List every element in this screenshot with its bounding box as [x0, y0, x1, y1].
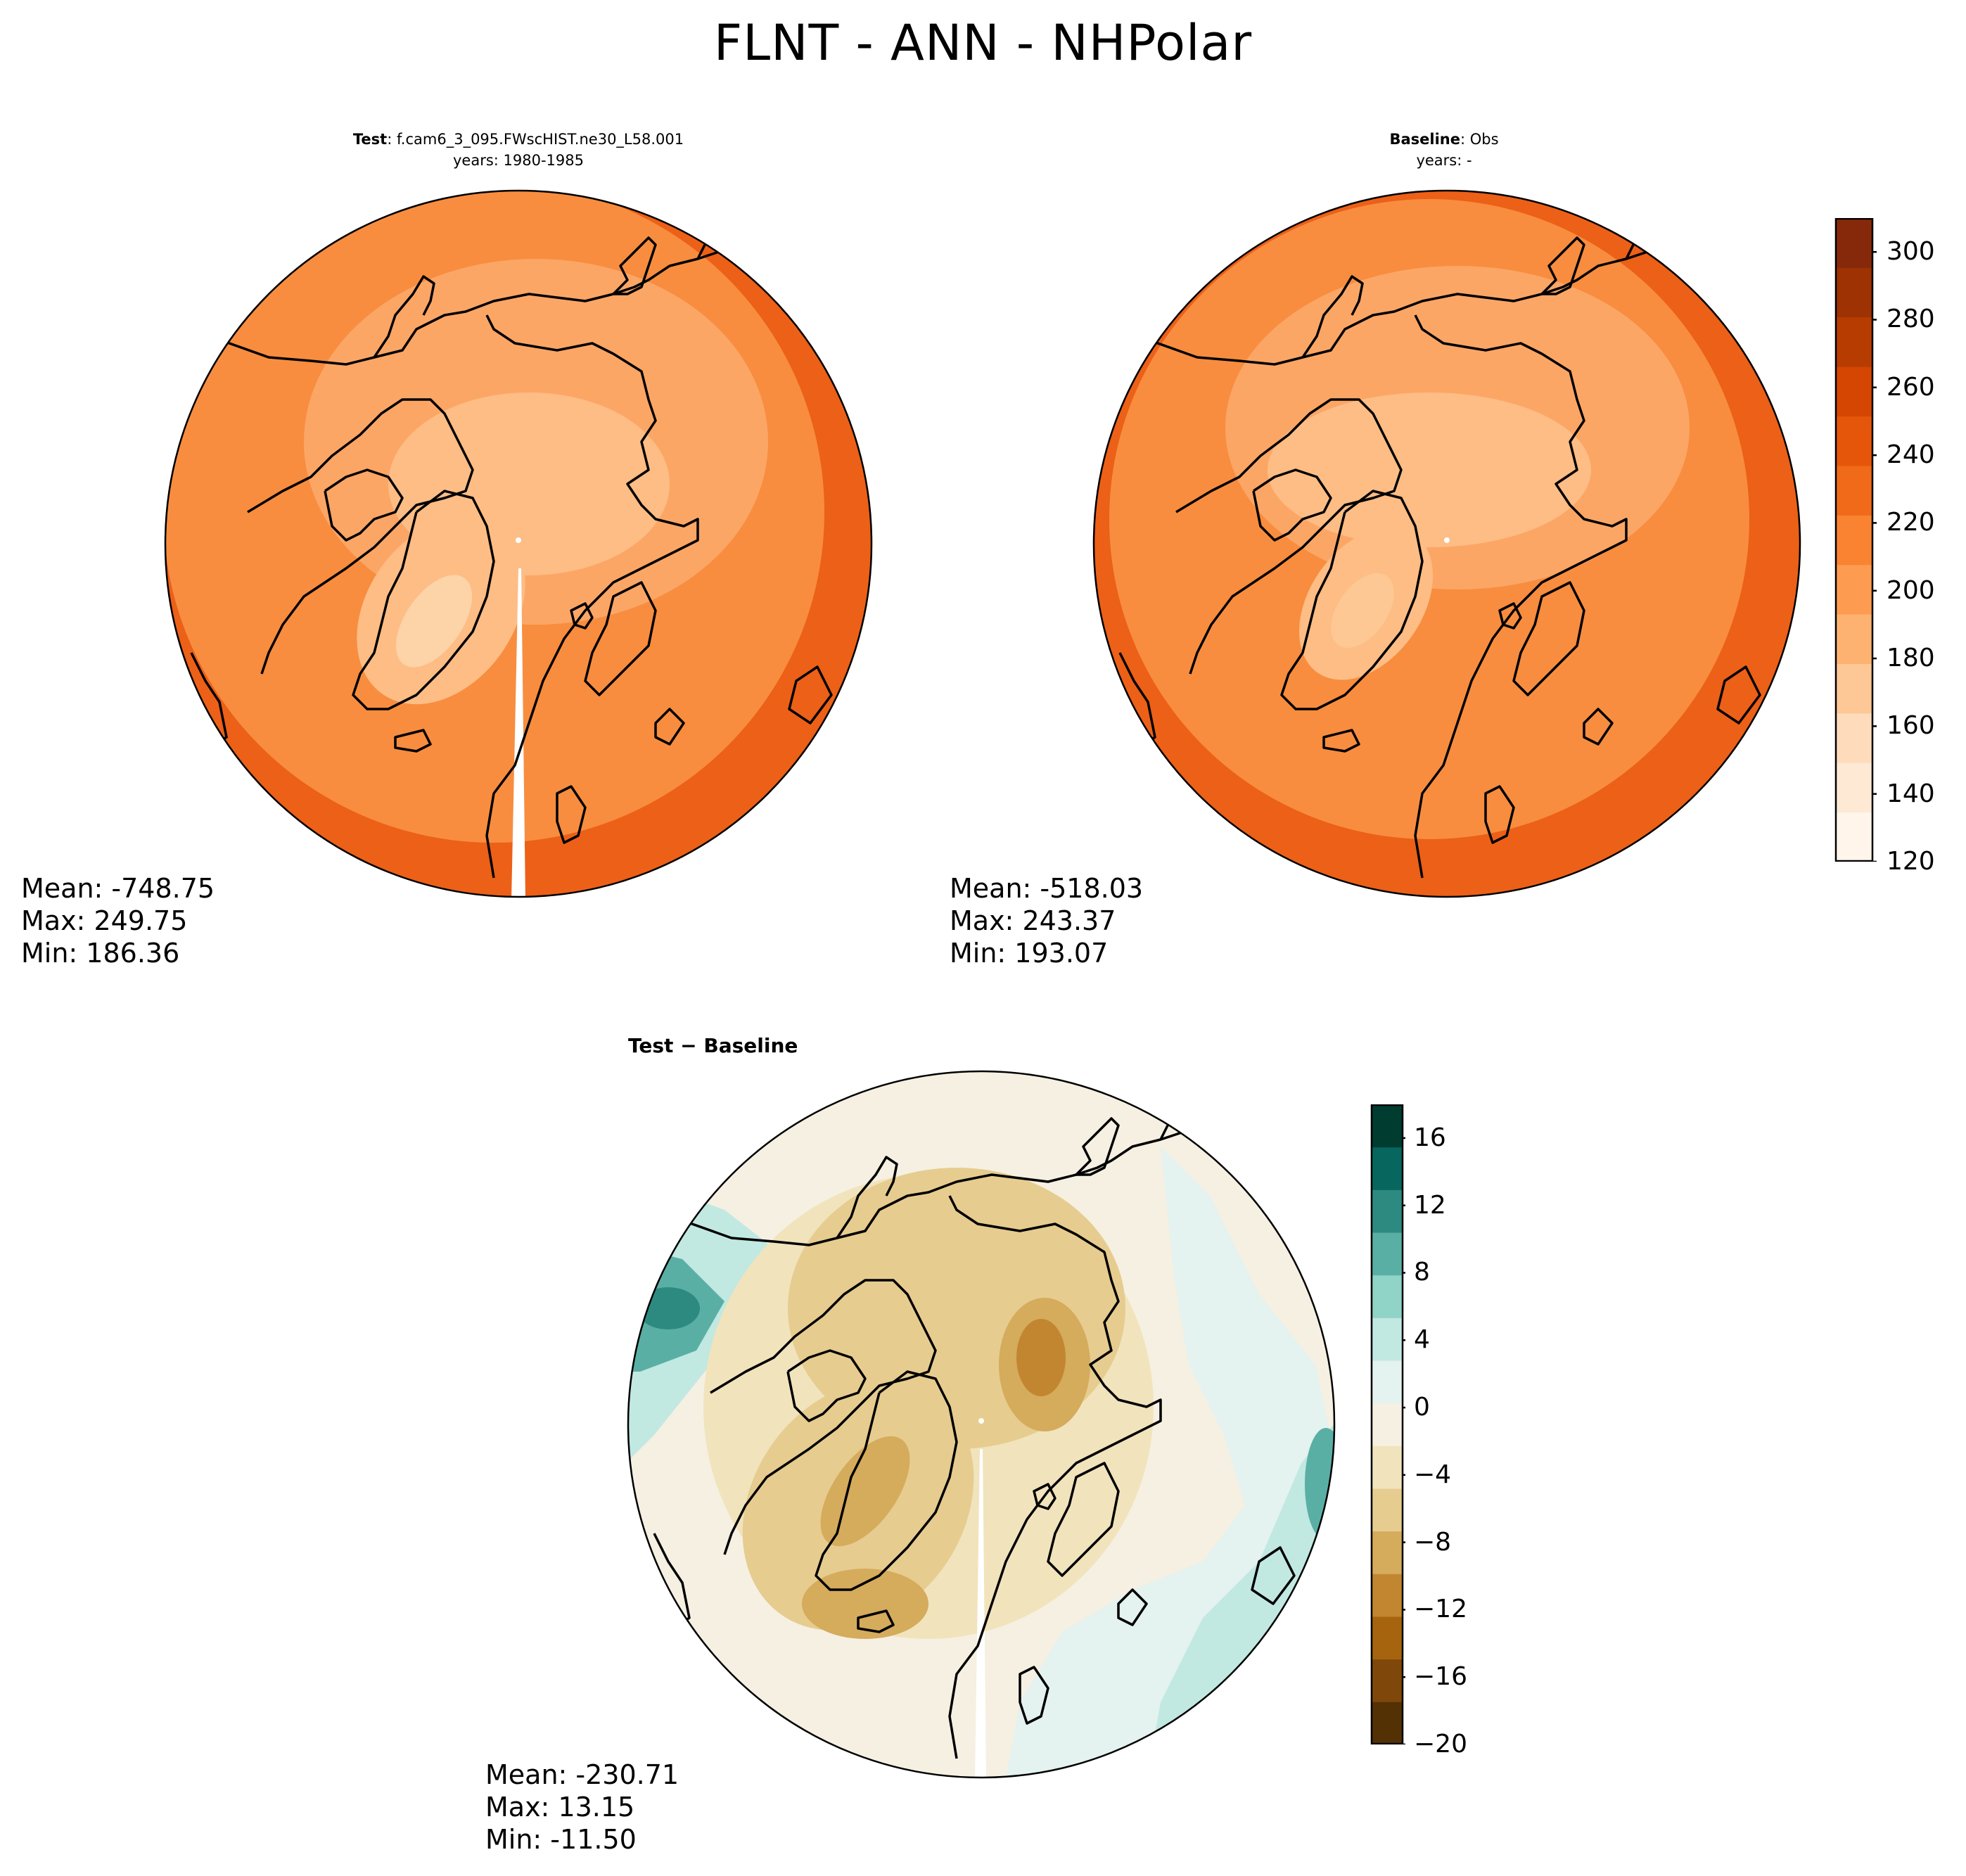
test-panel-title: Test: f.cam6_3_095.FWscHIST.ne30_L58.001…: [237, 129, 800, 171]
colorbar-tick-label: 180: [1887, 644, 1935, 673]
colorbar-tick-label: 240: [1887, 440, 1935, 470]
colorbar-tick-label: 4: [1414, 1325, 1430, 1355]
colorbar-tick-label: 12: [1414, 1190, 1446, 1220]
test-min: Min: 186.36: [21, 938, 180, 969]
test-pole-marker: [516, 537, 521, 543]
colorbar-segment: [1836, 564, 1872, 615]
diff-field-brown-south: [802, 1569, 928, 1639]
colorbar-tick-label: 300: [1887, 237, 1935, 267]
baseline-field-greenland-core: [1331, 573, 1394, 649]
test-mean: Mean: -748.75: [21, 873, 215, 904]
colorbar-segment: [1372, 1616, 1403, 1660]
baseline-stats: Mean: -518.03 Max: 243.37 Min: 193.07: [950, 872, 1143, 969]
diff-field-brown-max: [1016, 1319, 1066, 1396]
colorbar-frame: [1370, 1104, 1404, 1744]
colorbar-segment: [1836, 317, 1872, 367]
colorbar-segment: [1836, 812, 1872, 862]
diff-panel-title: Test − Baseline: [628, 1034, 798, 1057]
test-map-boundary: [164, 189, 873, 898]
colorbar-frame: [1834, 218, 1874, 862]
flnt-colorbar-ticks: 120 140 160 180 200 220 240 260 280 300: [1887, 218, 1957, 874]
test-field-greenland-core: [395, 575, 473, 668]
figure-title: FLNT - ANN - NHPolar: [713, 14, 1253, 72]
test-label-bold: Test: [352, 131, 388, 148]
colorbar-segment: [1372, 1531, 1403, 1574]
colorbar-segment: [1836, 614, 1872, 664]
test-max: Max: 249.75: [21, 905, 188, 936]
diff-field-brown-greenland-core: [820, 1436, 910, 1547]
test-polar-map: [164, 189, 873, 898]
baseline-field-center: [1268, 393, 1591, 547]
test-label-case: : f.cam6_3_095.FWscHIST.ne30_L58.001: [387, 131, 684, 148]
colorbar-segment: [1836, 218, 1872, 268]
diff-min: Min: -11.50: [485, 1824, 637, 1855]
colorbar-segment: [1836, 465, 1872, 516]
colorbar-tick-label: −4: [1414, 1460, 1452, 1489]
colorbar-segment: [1836, 366, 1872, 417]
test-stats: Mean: -748.75 Max: 249.75 Min: 186.36: [21, 872, 215, 969]
diff-pole-marker: [978, 1418, 984, 1424]
colorbar-tick-label: 220: [1887, 508, 1935, 537]
colorbar-tick-label: −12: [1414, 1595, 1467, 1624]
diff-coastlines: [653, 1089, 1296, 1759]
colorbar-segment: [1372, 1275, 1403, 1318]
diff-colorbar-ticks: 16 12 8 4 0 −4 −8 −12 −16 −20: [1414, 1104, 1498, 1756]
diff-field-teal-west-max: [637, 1287, 700, 1329]
baseline-polar-map: [1092, 189, 1801, 898]
flnt-colorbar: [1834, 218, 1877, 862]
colorbar-segment: [1372, 1446, 1403, 1489]
test-missing-wedge: [511, 568, 525, 897]
baseline-pole-marker: [1444, 537, 1450, 543]
baseline-label-bold: Baseline: [1389, 131, 1460, 148]
colorbar-tick-label: 8: [1414, 1258, 1430, 1287]
colorbar-segment: [1372, 1360, 1403, 1404]
colorbar-segment: [1372, 1232, 1403, 1276]
colorbar-segment: [1372, 1702, 1403, 1744]
diff-polar-map: [627, 1070, 1336, 1779]
colorbar-segment: [1372, 1659, 1403, 1702]
colorbar-tick-label: 200: [1887, 575, 1935, 605]
baseline-min: Min: 193.07: [950, 938, 1109, 969]
colorbar-segment: [1836, 713, 1872, 763]
colorbar-segment: [1836, 663, 1872, 714]
baseline-map-boundary: [1092, 189, 1801, 898]
test-years: years: 1980-1985: [452, 152, 584, 169]
diff-colorbar: [1370, 1104, 1405, 1744]
colorbar-segment: [1836, 267, 1872, 318]
diff-field-teal-far-east: [1305, 1428, 1334, 1540]
colorbar-segment: [1372, 1488, 1403, 1532]
colorbar-tick-label: 16: [1414, 1123, 1446, 1152]
baseline-mean: Mean: -518.03: [950, 873, 1144, 904]
diff-stats: Mean: -230.71 Max: 13.15 Min: -11.50: [485, 1759, 679, 1856]
colorbar-tick-label: 160: [1887, 711, 1935, 741]
baseline-coastlines: [1118, 208, 1761, 879]
diff-map-boundary: [627, 1070, 1336, 1779]
colorbar-segment: [1372, 1189, 1403, 1233]
baseline-panel-title: Baseline: Obs years: -: [1163, 129, 1725, 171]
colorbar-tick-label: 0: [1414, 1393, 1430, 1422]
baseline-years: years: -: [1416, 152, 1472, 169]
colorbar-segment: [1372, 1403, 1403, 1446]
colorbar-segment: [1836, 515, 1872, 566]
test-coastlines: [190, 208, 833, 879]
colorbar-segment: [1372, 1574, 1403, 1617]
diff-mean: Mean: -230.71: [485, 1759, 679, 1790]
baseline-max: Max: 243.37: [950, 905, 1116, 936]
colorbar-tick-label: −8: [1414, 1527, 1452, 1557]
baseline-label-case: : Obs: [1460, 131, 1499, 148]
colorbar-tick-label: −20: [1414, 1730, 1467, 1759]
diff-max: Max: 13.15: [485, 1792, 635, 1823]
colorbar-segment: [1372, 1147, 1403, 1190]
colorbar-tick-label: 140: [1887, 779, 1935, 808]
colorbar-tick-label: 260: [1887, 372, 1935, 402]
colorbar-segment: [1836, 416, 1872, 466]
colorbar-tick-label: 120: [1887, 847, 1935, 876]
colorbar-tick-label: −16: [1414, 1662, 1467, 1692]
colorbar-segment: [1836, 762, 1872, 813]
diff-missing-wedge: [975, 1449, 986, 1778]
colorbar-segment: [1372, 1104, 1403, 1148]
colorbar-segment: [1372, 1317, 1403, 1361]
colorbar-tick-label: 280: [1887, 305, 1935, 334]
